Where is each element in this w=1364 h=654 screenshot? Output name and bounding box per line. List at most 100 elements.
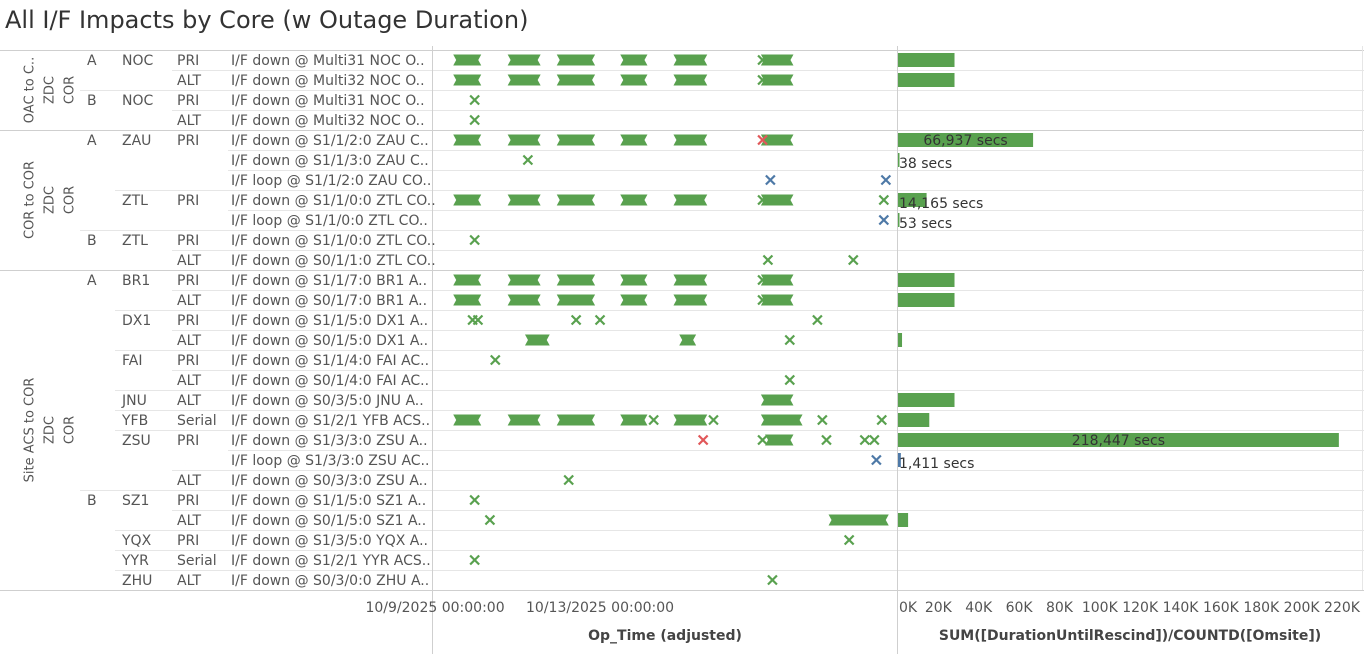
outage-bar	[760, 74, 794, 86]
event-x-mark	[762, 254, 774, 266]
role-label: ALT	[177, 113, 201, 129]
role-label: PRI	[177, 273, 199, 289]
event-x-stroke	[821, 434, 832, 446]
interface-label: I/F down @ S1/1/5:0 SZ1 A..	[231, 493, 426, 509]
event-x-stroke	[708, 414, 719, 426]
event-x-mark	[848, 254, 859, 266]
role-label: PRI	[177, 493, 199, 509]
event-x-stroke	[469, 114, 480, 126]
outage-bar	[507, 274, 541, 286]
interface-label: I/F down @ Multi31 NOC O..	[231, 53, 425, 69]
side-label: A	[87, 53, 97, 69]
event-x-stroke	[848, 254, 859, 266]
interface-label: I/F down @ S1/1/0:0 ZTL CO..	[231, 233, 436, 249]
event-x-mark	[522, 154, 534, 166]
outage-bar	[673, 274, 708, 286]
outage-bar	[453, 54, 482, 66]
role-label: ALT	[177, 73, 201, 89]
duration-tick-label: 140K	[1163, 600, 1200, 616]
role-label: PRI	[177, 313, 199, 329]
side-label: A	[87, 133, 97, 149]
site-label: YFB	[121, 413, 148, 429]
site-label: ZHU	[122, 573, 152, 589]
event-x-mark	[469, 114, 480, 126]
role-label: PRI	[177, 433, 199, 449]
interface-label: I/F down @ S0/1/4:0 FAI AC..	[231, 373, 429, 389]
event-x-stroke	[812, 314, 823, 326]
outage-bar	[556, 54, 596, 66]
group-label: ZDC	[43, 186, 58, 214]
interface-label: I/F down @ S0/1/5:0 SZ1 A..	[231, 513, 426, 529]
outage-bar	[673, 134, 708, 146]
interface-label: I/F down @ S1/3/3:0 ZSU A..	[231, 433, 428, 449]
outage-bar	[765, 434, 794, 446]
row-headers: OAC to C.. ZDC COR COR to COR ZDC COR Site ACS…	[23, 53, 436, 589]
interface-label: I/F down @ S0/3/5:0 JNU A..	[231, 393, 424, 409]
event-x-mark	[880, 174, 892, 186]
time-tick-label: 10/9/2025 00:00:00	[365, 600, 504, 616]
event-x-stroke	[878, 194, 890, 206]
role-label: PRI	[177, 93, 199, 109]
site-label: NOC	[122, 93, 153, 109]
duration-bar	[898, 333, 903, 347]
event-x-mark	[757, 74, 768, 86]
group-label: COR	[63, 416, 78, 444]
event-x-mark	[648, 414, 659, 426]
site-label: ZSU	[122, 433, 151, 449]
role-label: ALT	[177, 573, 201, 589]
outage-bar	[453, 134, 482, 146]
event-x-stroke	[648, 414, 659, 426]
duration-bar	[898, 273, 955, 287]
outage-bar	[760, 394, 794, 406]
outage-bar	[507, 134, 541, 146]
event-x-stroke	[522, 154, 534, 166]
event-x-stroke	[490, 354, 501, 366]
event-x-stroke	[469, 494, 480, 506]
interface-label: I/F down @ S0/3/3:0 ZSU A..	[231, 473, 428, 489]
event-x-mark	[784, 374, 796, 386]
outage-bar	[507, 414, 541, 426]
duration-bar	[898, 133, 1034, 147]
outage-bar	[760, 54, 794, 66]
event-x-stroke	[880, 174, 892, 186]
interface-label: I/F down @ S0/1/5:0 DX1 A..	[231, 333, 428, 349]
duration-bar	[898, 73, 955, 87]
interface-label: I/F down @ Multi32 NOC O..	[231, 113, 425, 129]
outage-bar	[556, 74, 596, 86]
event-x-stroke	[762, 254, 774, 266]
event-x-mark	[876, 414, 888, 426]
event-x-stroke	[876, 414, 888, 426]
group-label: ZDC	[43, 416, 58, 444]
outage-bar	[453, 274, 482, 286]
duration-tick-label: 200K	[1284, 600, 1321, 616]
event-x-mark	[817, 414, 828, 426]
event-x-stroke	[843, 534, 855, 546]
event-x-mark	[757, 274, 768, 286]
event-x-mark	[784, 334, 796, 346]
page-title: All I/F Impacts by Core (w Outage Durati…	[5, 6, 529, 34]
outage-bar	[673, 294, 708, 306]
event-x-stroke	[757, 54, 768, 66]
event-x-mark	[757, 294, 768, 306]
outage-bar	[828, 514, 889, 526]
event-x-stroke	[469, 94, 480, 106]
outage-bar	[679, 334, 697, 346]
duration-tick-label: 60K	[1006, 600, 1034, 616]
event-x-mark	[757, 134, 768, 146]
event-x-mark	[472, 314, 484, 326]
interface-label: I/F down @ S1/3/5:0 YQX A..	[231, 533, 428, 549]
interface-label: I/F down @ S0/1/1:0 ZTL CO..	[231, 253, 436, 269]
event-x-mark	[765, 174, 776, 186]
interface-label: I/F down @ S1/1/5:0 DX1 A..	[231, 313, 428, 329]
event-x-mark	[859, 434, 871, 446]
event-x-mark	[469, 234, 480, 246]
side-label: B	[87, 93, 97, 109]
duration-tick-label: 0K	[899, 600, 918, 616]
timeline-chart	[453, 54, 892, 586]
role-label: PRI	[177, 53, 199, 69]
interface-label: I/F down @ S1/1/2:0 ZAU C..	[231, 133, 429, 149]
group-label: COR to COR	[23, 161, 38, 239]
event-x-mark	[469, 94, 480, 106]
event-x-stroke	[570, 314, 582, 326]
outage-bar	[673, 414, 708, 426]
